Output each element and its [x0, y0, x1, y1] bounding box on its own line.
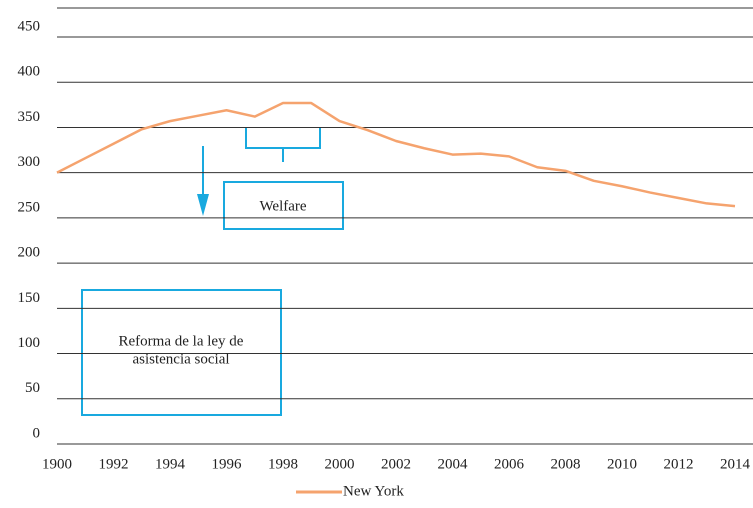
y-tick-label: 400 [18, 64, 41, 80]
line-series [56, 101, 736, 208]
x-tick-label: 2000 [325, 456, 355, 472]
x-tick-label: 2010 [607, 456, 637, 472]
x-tick-label: 1992 [99, 456, 129, 472]
x-tick-label: 1998 [268, 456, 298, 472]
annotation-text: asistencia social [132, 351, 229, 367]
y-tick-label: 450 [18, 18, 41, 34]
y-tick-label: 350 [18, 109, 41, 125]
legend-label: New York [343, 483, 404, 499]
x-tick-label: 2002 [381, 456, 411, 472]
x-tick-label: 1994 [155, 456, 186, 472]
y-tick-label: 0 [33, 425, 41, 441]
y-tick-label: 100 [18, 335, 41, 351]
y-tick-label: 200 [18, 245, 41, 261]
x-tick-label: 1996 [212, 456, 243, 472]
arrow-head [197, 194, 209, 216]
x-tick-label: 2008 [551, 456, 581, 472]
annotation-text: Reforma de la ley de [119, 333, 244, 349]
x-tick-label: 2006 [494, 456, 525, 472]
y-tick-label: 250 [18, 199, 41, 215]
x-tick-label: 1900 [42, 456, 72, 472]
x-tick-label: 2014 [720, 456, 751, 472]
y-tick-label: 150 [18, 290, 41, 306]
x-tick-label: 2004 [438, 456, 469, 472]
annotation-box [223, 181, 344, 230]
annotation-text: Welfare [259, 198, 306, 214]
brace [245, 128, 321, 162]
x-tick-label: 2012 [664, 456, 694, 472]
y-tick-label: 300 [18, 154, 41, 170]
y-tick-label: 50 [25, 380, 40, 396]
annotation-box [81, 289, 282, 416]
